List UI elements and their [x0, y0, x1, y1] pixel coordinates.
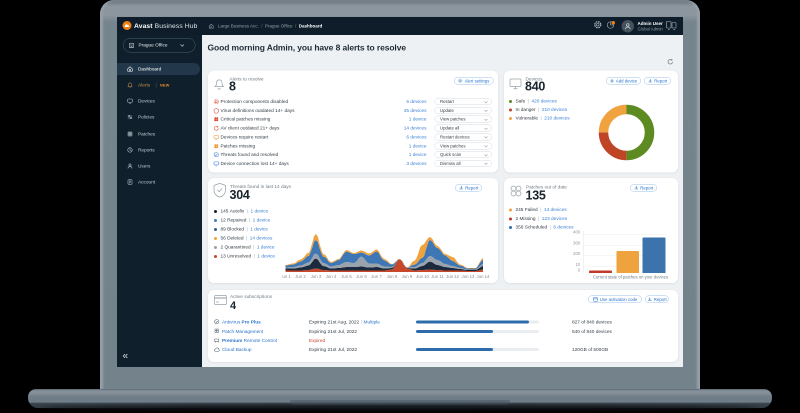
- svg-text:Jun 5: Jun 5: [341, 274, 352, 279]
- svg-text:Jun 12: Jun 12: [446, 274, 460, 279]
- svg-text:Jun 14: Jun 14: [477, 274, 491, 279]
- svg-text:Jun 10: Jun 10: [416, 274, 430, 279]
- svg-text:Jun 8: Jun 8: [387, 274, 398, 279]
- svg-text:Jun 7: Jun 7: [371, 274, 382, 279]
- svg-text:Jun 4: Jun 4: [326, 274, 337, 279]
- svg-text:Jun 3: Jun 3: [311, 274, 322, 279]
- svg-text:Jun 9: Jun 9: [402, 274, 413, 279]
- svg-text:Jun 2: Jun 2: [295, 274, 306, 279]
- svg-text:Jun 6: Jun 6: [356, 274, 367, 279]
- svg-text:Jun 11: Jun 11: [431, 274, 444, 279]
- svg-text:Jun 13: Jun 13: [462, 274, 476, 279]
- svg-text:Jun 1: Jun 1: [282, 274, 291, 279]
